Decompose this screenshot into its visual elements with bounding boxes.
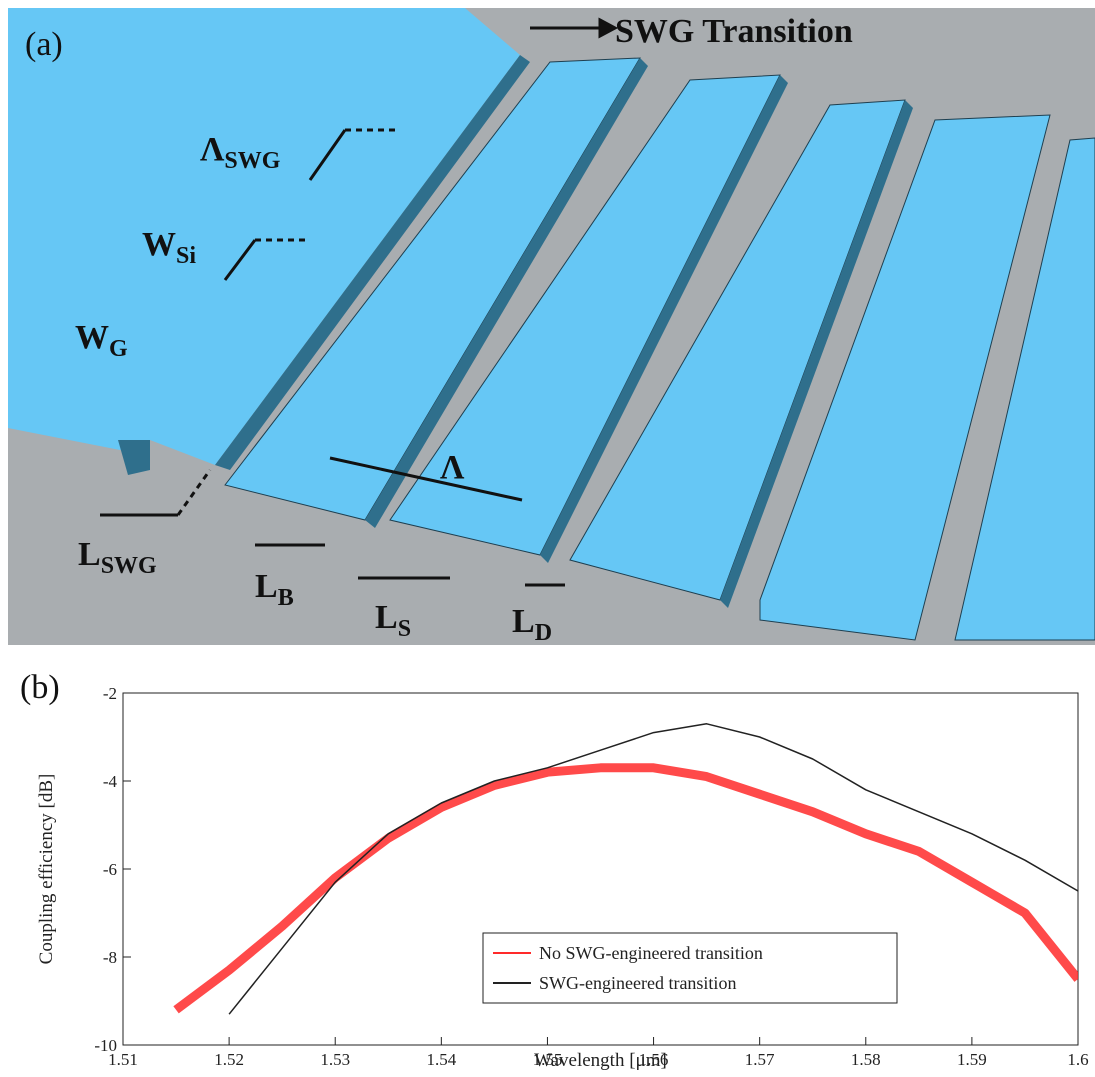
legend-label: SWG-engineered transition	[539, 973, 736, 993]
y-axis-label: Coupling efficiency [dB]	[36, 774, 57, 965]
dimension-label: Λ	[440, 449, 465, 486]
tooth-side	[118, 440, 150, 475]
label-base: L	[512, 603, 535, 640]
annotation-arrows	[100, 17, 619, 587]
panel-label: (b)	[20, 669, 60, 706]
label-base: Λ	[440, 449, 465, 486]
label-base: Λ	[200, 131, 225, 168]
series-line	[228, 723, 1078, 1015]
x-tick-label: 1.56	[639, 1050, 669, 1069]
series-line	[173, 763, 1078, 1014]
chart: (b) -10 -8 -6 -4 -2 1.51 1.52 1.53 1.54 1.55 1.56 1.…	[20, 669, 1089, 1071]
label-base: L	[255, 568, 278, 605]
transition-label: SWG Transition	[615, 13, 853, 50]
label-subscript: G	[109, 336, 128, 362]
x-tick-label: 1.57	[745, 1050, 775, 1069]
x-tick-label: 1.58	[851, 1050, 881, 1069]
legend-box	[482, 932, 898, 1004]
x-tick-label: 1.59	[957, 1050, 987, 1069]
panel-label: (a)	[25, 26, 63, 63]
x-tick-label: 1.52	[214, 1050, 244, 1069]
label-subscript: SWG	[224, 148, 280, 174]
x-tick-label: 1.54	[426, 1050, 456, 1069]
dimension-label: ΛSWG	[200, 131, 281, 174]
x-tick-label: 1.51	[108, 1050, 138, 1069]
label-subscript: Si	[176, 243, 196, 269]
swg-slab	[8, 8, 520, 465]
label-subscript: B	[278, 585, 294, 611]
y-tick-label: -6	[103, 860, 117, 879]
grating-bar	[759, 114, 1051, 641]
dimension-label: LSWG	[78, 536, 157, 579]
x-tick-label: 1.55	[533, 1050, 563, 1069]
dimension-label: WG	[75, 319, 128, 362]
dimension-label: LS	[375, 599, 411, 642]
x-tick-label: 1.53	[320, 1050, 350, 1069]
label-subscript: D	[535, 620, 552, 646]
y-tick-label: -2	[103, 684, 117, 703]
grating-bar	[954, 137, 1095, 641]
label-subscript: S	[398, 616, 411, 642]
y-tick-label: -8	[103, 948, 117, 967]
bar-side	[540, 75, 788, 563]
y-tick-label: -4	[103, 772, 118, 791]
slab-side	[215, 55, 530, 470]
legend-label: No SWG-engineered transition	[539, 943, 763, 963]
label-base: W	[142, 226, 176, 263]
dimension-label: LD	[512, 603, 552, 646]
x-axis-label: Wavelength [μm]	[534, 1050, 667, 1071]
label-subscript: SWG	[101, 553, 157, 579]
x-tick-label: 1.6	[1067, 1050, 1088, 1069]
label-base: L	[375, 599, 398, 636]
y-tick-label: -10	[94, 1036, 117, 1055]
label-base: L	[78, 536, 101, 573]
label-base: W	[75, 319, 109, 356]
bar-side	[365, 58, 648, 528]
bar-side	[720, 100, 913, 608]
dimension-label: WSi	[142, 226, 196, 269]
dimension-label: LB	[255, 568, 294, 611]
